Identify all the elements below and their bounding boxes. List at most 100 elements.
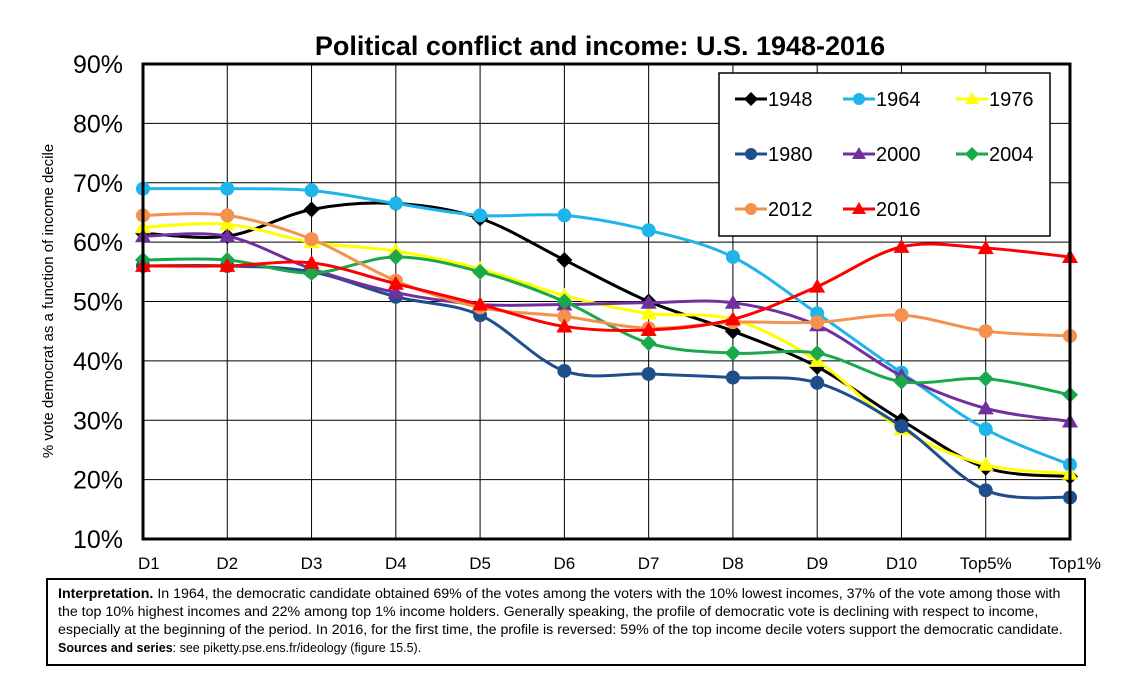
x-axis-ticks: D1 D2 D3 D4 D5 D6 D7 D8 D9 D10 Top5% Top1% (138, 554, 1101, 573)
data-point-1980 (641, 366, 656, 381)
data-point-1964 (388, 196, 403, 211)
data-point-2012 (557, 309, 572, 324)
x-tick-label: D3 (301, 554, 323, 573)
data-point-2016 (640, 322, 657, 336)
data-point-1980 (894, 419, 909, 434)
x-tick-label: D5 (469, 554, 491, 573)
y-axis-ticks: 10% 20% 30% 40% 50% 60% 70% 80% 90% (73, 51, 123, 554)
legend-entry-2012: 2012 (735, 199, 813, 221)
y-tick-label: 20% (73, 467, 123, 495)
data-point-2004 (809, 345, 826, 362)
data-point-2004 (893, 373, 910, 390)
legend-swatch-marker (744, 92, 758, 106)
data-point-2016 (809, 278, 826, 293)
data-point-1948 (303, 201, 320, 218)
y-tick-label: 40% (73, 348, 123, 376)
legend-box (718, 72, 1051, 237)
data-point-2004 (640, 335, 657, 352)
data-point-2004 (472, 263, 489, 280)
data-point-2016 (724, 311, 741, 326)
x-tick-label: D9 (806, 554, 828, 573)
legend-swatch-marker (965, 92, 979, 104)
series-2012 (136, 208, 1077, 343)
legend-entry-1964: 1964 (843, 89, 921, 111)
legend-swatch-marker (745, 203, 757, 215)
legend-label: 1964 (876, 89, 921, 111)
data-point-1976 (977, 456, 994, 471)
x-tick-label: Top5% (960, 554, 1012, 573)
series-line-1948 (142, 201, 1071, 479)
legend-label: 2000 (876, 144, 921, 166)
series-2004 (135, 248, 1078, 403)
data-point-1976 (640, 305, 657, 320)
legend-label: 1980 (768, 144, 813, 166)
y-tick-label: 50% (73, 289, 123, 317)
y-tick-label: 60% (73, 229, 123, 257)
legend-label: 2012 (768, 199, 813, 221)
x-tick-label: D7 (638, 554, 660, 573)
y-axis-label: % vote democrat as a function of income … (40, 144, 57, 458)
legend-swatch-marker (853, 93, 865, 105)
data-point-2016 (219, 257, 236, 272)
interpretation-note: Interpretation. In 1964, the democratic … (46, 578, 1086, 666)
legend-swatch-marker (852, 202, 866, 214)
data-point-1980 (725, 370, 740, 385)
data-point-2004 (387, 248, 404, 265)
series-2016 (135, 238, 1078, 336)
x-tick-label: Top1% (1049, 554, 1101, 573)
data-point-2004 (303, 265, 320, 281)
legend-label: 2004 (989, 144, 1034, 166)
data-point-2004 (724, 345, 741, 362)
data-point-1948 (556, 251, 573, 268)
x-tick-label: D10 (886, 554, 917, 573)
data-point-2012 (978, 324, 993, 339)
data-point-1980 (810, 375, 825, 390)
series-line-2004 (142, 255, 1071, 397)
data-point-2012 (810, 315, 825, 330)
data-point-1964 (725, 249, 740, 264)
data-point-2012 (304, 232, 319, 247)
legend-entry-1976: 1976 (956, 89, 1034, 111)
x-tick-label: D2 (216, 554, 238, 573)
legend-swatch-marker (965, 147, 979, 161)
y-tick-label: 90% (73, 51, 123, 79)
line-chart: Political conflict and income: U.S. 1948… (40, 31, 1101, 573)
chart-title: Political conflict and income: U.S. 1948… (315, 31, 885, 61)
legend: 1948 1964 1976 1980 2000 2004 2012 2016 (718, 72, 1051, 237)
x-tick-label: D4 (385, 554, 407, 573)
x-tick-label: D8 (722, 554, 744, 573)
y-tick-label: 70% (73, 170, 123, 198)
data-point-2016 (893, 238, 910, 253)
data-point-1980 (978, 483, 993, 498)
legend-label: 1948 (768, 89, 813, 111)
interpretation-text: In 1964, the democratic candidate obtain… (58, 586, 1063, 638)
series-1948 (135, 195, 1078, 485)
data-point-2012 (220, 208, 235, 223)
data-point-1964 (557, 208, 572, 223)
series-line-2000 (142, 232, 1071, 423)
sources-label: Sources and series (58, 641, 173, 655)
data-point-1964 (473, 208, 488, 223)
legend-label: 1976 (989, 89, 1034, 111)
series-group (135, 181, 1078, 505)
data-point-1964 (220, 181, 235, 196)
data-point-1976 (219, 216, 236, 231)
x-tick-label: D1 (138, 554, 160, 573)
data-point-2016 (556, 318, 573, 333)
data-point-2000 (640, 294, 657, 309)
data-point-2000 (387, 284, 404, 299)
y-tick-label: 80% (73, 110, 123, 138)
legend-entry-2016: 2016 (843, 199, 921, 221)
data-point-1980 (557, 363, 572, 378)
data-point-2016 (303, 254, 320, 269)
legend-entry-1948: 1948 (735, 89, 813, 111)
legend-entry-2004: 2004 (956, 144, 1034, 166)
data-point-2004 (977, 370, 994, 387)
sources-text: : see piketty.pse.ens.fr/ideology (figur… (172, 641, 422, 655)
y-tick-label: 10% (73, 526, 123, 554)
data-point-2000 (219, 228, 236, 243)
x-tick-label: D6 (553, 554, 575, 573)
data-point-2000 (977, 400, 994, 415)
data-point-2004 (556, 293, 573, 310)
interpretation-label: Interpretation. (58, 586, 154, 602)
